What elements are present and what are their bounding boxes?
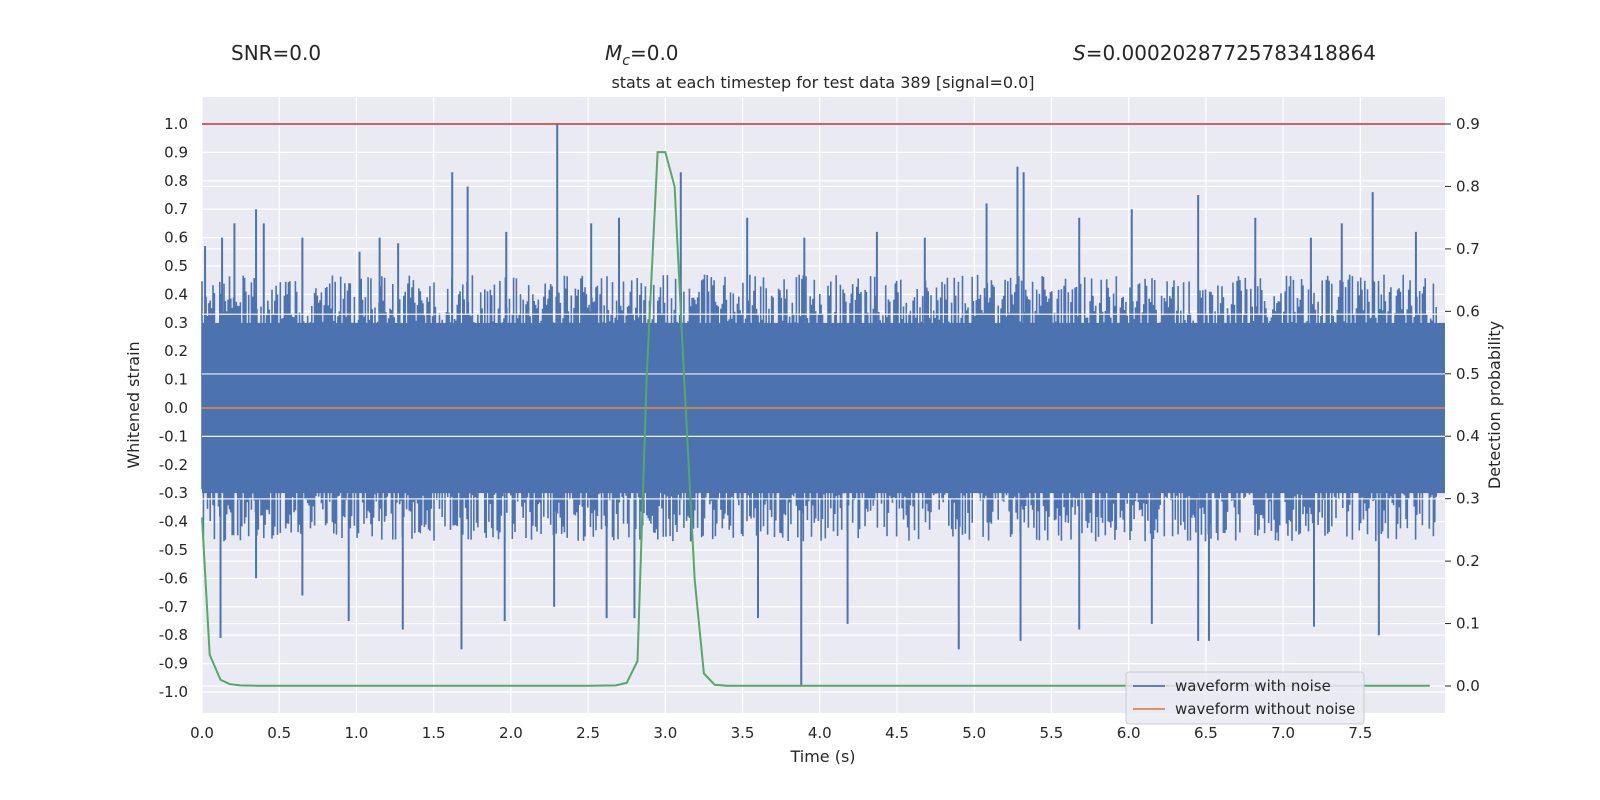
x-tick-label: 2.0 xyxy=(499,724,523,742)
x-tick-label: 0.0 xyxy=(190,724,214,742)
x-tick-label: 4.5 xyxy=(885,724,909,742)
legend-box xyxy=(1125,671,1365,725)
x-axis-label: Time (s) xyxy=(789,747,855,766)
chart-title: stats at each timestep for test data 389… xyxy=(611,73,1034,92)
left-y-tick-label: 0.5 xyxy=(164,257,188,275)
x-tick-label: 7.5 xyxy=(1348,724,1372,742)
left-y-axis-label: Whitened strain xyxy=(124,341,143,468)
left-y-axis: 1.0 0.9 0.8 0.7 0.6 0.5 0.4 0.3 0.2 0.1 0.0 -0.1 -0.… xyxy=(159,115,188,701)
s-statistic-label: S=0.00020287725783418864 xyxy=(1073,41,1376,65)
left-y-tick-label: 0.3 xyxy=(164,314,188,332)
left-y-tick-label: -0.9 xyxy=(159,655,188,673)
left-y-tick-label: -0.7 xyxy=(159,598,188,616)
snr-label: SNR=0.0 xyxy=(231,41,321,65)
left-y-tick-label: -0.5 xyxy=(159,541,188,559)
right-y-axis: 0.9 0.8 0.7 0.6 0.5 0.4 0.3 0.2 0.1 0.0 xyxy=(1445,115,1480,695)
x-axis: 0.0 0.5 1.0 1.5 2.0 2.5 3.0 3.5 4.0 4.5 5.0 5.5 6.0 6… xyxy=(190,724,1372,742)
x-tick-label: 1.5 xyxy=(422,724,446,742)
legend: waveform with noise waveform without noi… xyxy=(1125,671,1365,725)
left-y-tick-label: -0.6 xyxy=(159,569,188,587)
left-y-tick-label: -0.8 xyxy=(159,626,188,644)
x-tick-label: 3.0 xyxy=(653,724,677,742)
left-y-tick-label: 0.0 xyxy=(164,399,188,417)
x-tick-label: 2.5 xyxy=(576,724,600,742)
x-tick-label: 6.5 xyxy=(1194,724,1218,742)
left-y-tick-label: 1.0 xyxy=(164,115,188,133)
right-y-tick-label: 0.9 xyxy=(1456,115,1480,133)
left-y-tick-label: 0.1 xyxy=(164,371,188,389)
x-tick-label: 5.0 xyxy=(962,724,986,742)
left-y-tick-label: 0.7 xyxy=(164,200,188,218)
x-tick-label: 1.0 xyxy=(345,724,369,742)
x-tick-label: 0.5 xyxy=(267,724,291,742)
x-tick-label: 6.0 xyxy=(1117,724,1141,742)
line-series xyxy=(201,123,1445,687)
x-tick-label: 4.0 xyxy=(808,724,832,742)
right-y-tick-label: 0.6 xyxy=(1456,302,1480,320)
left-y-tick-label: 0.2 xyxy=(164,342,188,360)
chirp-mass-label: Mc=0.0 xyxy=(605,41,679,69)
left-y-tick-label: -1.0 xyxy=(159,683,188,701)
left-y-tick-label: 0.9 xyxy=(164,143,188,161)
right-y-tick-label: 0.7 xyxy=(1456,240,1480,258)
right-y-tick-label: 0.3 xyxy=(1456,490,1480,508)
left-y-tick-label: -0.4 xyxy=(159,513,188,531)
right-y-tick-label: 0.4 xyxy=(1456,427,1480,445)
left-y-tick-label: 0.4 xyxy=(164,285,188,303)
right-y-tick-label: 0.1 xyxy=(1456,615,1480,633)
legend-label-clean: waveform without noise xyxy=(1175,700,1355,718)
right-y-tick-label: 0.2 xyxy=(1456,552,1480,570)
x-tick-label: 3.5 xyxy=(731,724,755,742)
left-y-tick-label: -0.3 xyxy=(159,484,188,502)
x-tick-label: 5.5 xyxy=(1040,724,1064,742)
left-y-tick-label: -0.1 xyxy=(159,427,188,445)
detection-probability-line xyxy=(201,151,1430,687)
left-y-tick-label: 0.8 xyxy=(164,172,188,190)
right-y-tick-label: 0.0 xyxy=(1456,677,1480,695)
left-y-tick-label: 0.6 xyxy=(164,229,188,247)
x-tick-label: 7.0 xyxy=(1271,724,1295,742)
right-y-axis-label: Detection probability xyxy=(1485,321,1504,489)
right-y-tick-label: 0.8 xyxy=(1456,177,1480,195)
right-y-tick-label: 0.5 xyxy=(1456,365,1480,383)
legend-label-noisy: waveform with noise xyxy=(1175,677,1331,695)
left-y-tick-label: -0.2 xyxy=(159,456,188,474)
